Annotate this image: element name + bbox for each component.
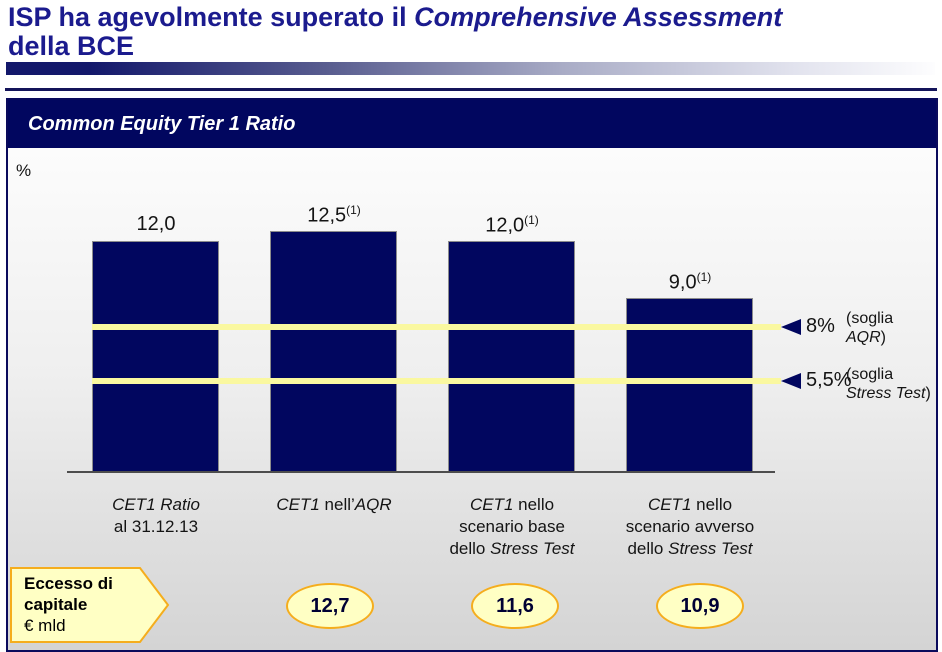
x-axis-line bbox=[67, 471, 775, 473]
threshold-line-5,5% bbox=[92, 378, 781, 384]
capital-excess-oval: 11,6 bbox=[471, 583, 559, 629]
x-axis-category-label: CET1 nell’AQR bbox=[276, 495, 392, 514]
separator-line bbox=[5, 88, 937, 91]
bar-value-label: 9,0(1) bbox=[668, 270, 712, 294]
bar-value-label: 12,5(1) bbox=[307, 203, 361, 227]
threshold-note: (soglia Stress Test) bbox=[846, 366, 931, 402]
threshold-note: (soglia AQR) bbox=[846, 310, 894, 346]
threshold-arrow-icon bbox=[781, 319, 801, 335]
x-axis-category-label: CET1 nello scenario base dello Stress Test bbox=[449, 495, 575, 558]
capital-excess-callout-label: Eccesso di capitale € mld bbox=[24, 574, 113, 635]
threshold-arrow-icon bbox=[781, 373, 801, 389]
x-axis-category-label: CET1 Ratio al 31.12.13 bbox=[112, 495, 200, 536]
chart-title: Common Equity Tier 1 Ratio bbox=[28, 113, 296, 135]
threshold-value-label: 8% bbox=[806, 315, 835, 337]
bar-cet1-0 bbox=[92, 241, 219, 471]
bar-value-label: 12,0(1) bbox=[485, 213, 539, 237]
threshold-value-label: 5,5% bbox=[806, 369, 852, 391]
x-axis-category-label: CET1 nello scenario avverso dello Stress T… bbox=[625, 495, 755, 558]
page-title: ISP ha agevolmente superato il Comprehen… bbox=[8, 2, 783, 61]
capital-excess-callout-shape bbox=[10, 567, 170, 643]
capital-excess-oval: 10,9 bbox=[656, 583, 744, 629]
capital-excess-oval: 12,7 bbox=[286, 583, 374, 629]
bar-cet1-2 bbox=[448, 241, 575, 471]
chart-panel-header: Common Equity Tier 1 Ratio bbox=[8, 100, 936, 148]
bar-cet1-1 bbox=[270, 231, 397, 471]
title-gradient-rule bbox=[6, 62, 935, 75]
y-axis-unit-label: % bbox=[16, 161, 32, 180]
bar-value-label: 12,0 bbox=[136, 213, 176, 235]
threshold-line-8% bbox=[92, 324, 781, 330]
